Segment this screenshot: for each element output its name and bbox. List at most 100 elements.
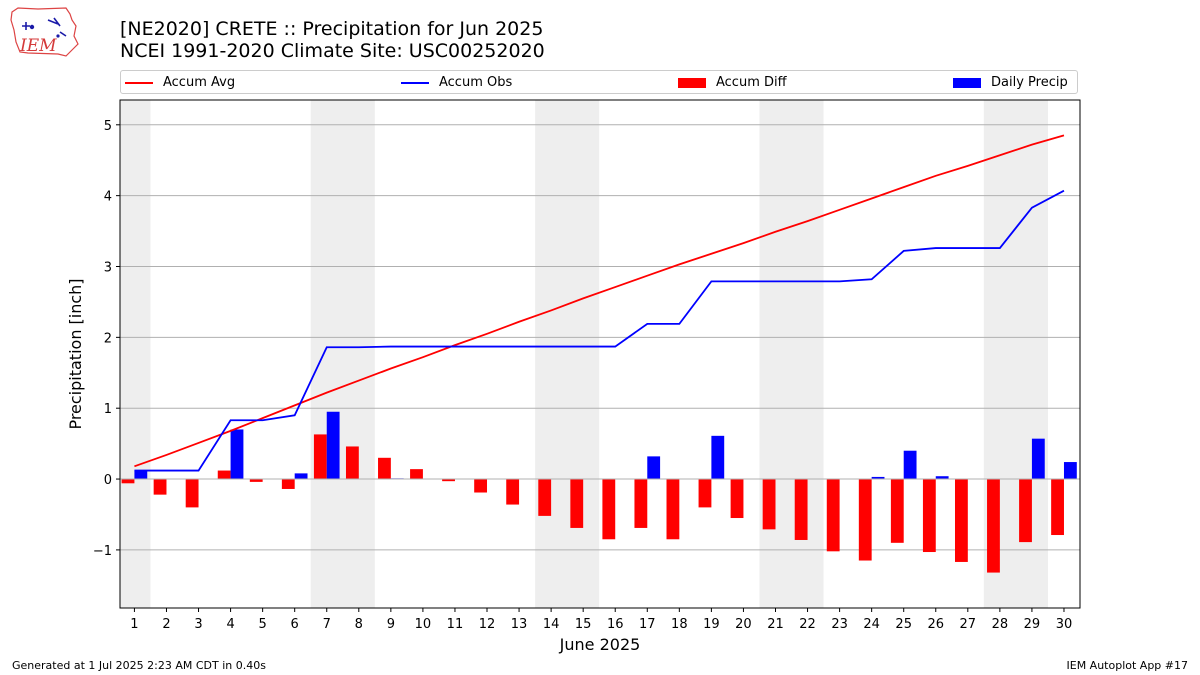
bar-accum-diff bbox=[698, 479, 712, 508]
chart-subtitle: NCEI 1991-2020 Climate Site: USC00252020 bbox=[120, 40, 545, 62]
x-tick-label: 20 bbox=[735, 617, 752, 632]
bar-accum-diff bbox=[954, 479, 968, 562]
x-tick-label: 27 bbox=[960, 617, 977, 632]
legend-swatch-accum-diff bbox=[678, 78, 706, 88]
bar-accum-diff bbox=[121, 479, 135, 484]
bar-accum-diff bbox=[890, 479, 904, 543]
bar-accum-diff bbox=[634, 479, 648, 528]
y-tick-label: 1 bbox=[104, 402, 112, 417]
x-tick-label: 9 bbox=[387, 617, 395, 632]
x-tick-label: 6 bbox=[291, 617, 299, 632]
bar-accum-diff bbox=[474, 479, 488, 493]
bar-accum-diff bbox=[1019, 479, 1032, 543]
x-tick-label: 22 bbox=[799, 617, 816, 632]
x-tick-label: 13 bbox=[511, 617, 528, 632]
legend-label-accum-avg: Accum Avg bbox=[163, 75, 236, 90]
logo-text: IEM bbox=[19, 36, 57, 56]
x-tick-label: 11 bbox=[447, 617, 464, 632]
bar-accum-diff bbox=[987, 479, 1000, 573]
x-tick-label: 2 bbox=[162, 617, 170, 632]
bar-daily-precip bbox=[871, 476, 885, 480]
y-tick-label: 3 bbox=[104, 260, 112, 275]
legend-label-daily-precip: Daily Precip bbox=[991, 75, 1068, 90]
y-tick-label: 4 bbox=[104, 190, 112, 205]
bar-accum-diff bbox=[922, 479, 936, 553]
bar-daily-precip bbox=[1063, 462, 1077, 480]
weekend-band bbox=[120, 100, 151, 608]
bar-daily-precip bbox=[326, 411, 340, 480]
x-tick-label: 26 bbox=[927, 617, 944, 632]
bar-accum-diff bbox=[410, 469, 423, 480]
weekend-band bbox=[535, 100, 600, 608]
y-tick-label: −1 bbox=[93, 544, 112, 559]
bar-accum-diff bbox=[826, 479, 840, 552]
weekend-band bbox=[310, 100, 375, 608]
bar-accum-diff bbox=[217, 470, 231, 480]
x-tick-label: 17 bbox=[639, 617, 656, 632]
x-tick-label: 18 bbox=[671, 617, 688, 632]
x-tick-label: 23 bbox=[831, 617, 848, 632]
x-tick-label: 29 bbox=[1024, 617, 1041, 632]
y-tick-label: 2 bbox=[104, 331, 112, 346]
bar-accum-diff bbox=[1051, 479, 1064, 536]
y-tick-label: 5 bbox=[104, 119, 112, 134]
line-accum-obs bbox=[134, 189, 1065, 472]
x-tick-label: 15 bbox=[575, 617, 592, 632]
bar-accum-diff bbox=[281, 479, 295, 489]
bar-accum-diff bbox=[730, 479, 744, 519]
legend-swatch-daily-precip bbox=[953, 78, 981, 88]
bar-accum-diff bbox=[762, 479, 776, 530]
bar-daily-precip bbox=[711, 435, 725, 480]
footer-app: IEM Autoplot App #17 bbox=[1066, 659, 1189, 672]
x-axis-label: June 2025 bbox=[559, 635, 641, 654]
chart-legend: Accum Avg Accum Obs Accum Diff Daily Pre… bbox=[120, 70, 1078, 94]
x-tick-label: 19 bbox=[703, 617, 720, 632]
bar-daily-precip bbox=[903, 450, 917, 480]
bar-accum-diff bbox=[345, 446, 359, 480]
bar-accum-diff bbox=[506, 479, 520, 505]
bar-daily-precip bbox=[1031, 438, 1045, 480]
bar-daily-precip bbox=[230, 429, 244, 480]
x-tick-label: 14 bbox=[543, 617, 560, 632]
x-tick-label: 10 bbox=[415, 617, 432, 632]
legend-label-accum-diff: Accum Diff bbox=[716, 75, 787, 90]
x-tick-label: 7 bbox=[323, 617, 331, 632]
x-tick-label: 16 bbox=[607, 617, 624, 632]
line-accum-avg bbox=[134, 134, 1065, 468]
x-tick-label: 30 bbox=[1056, 617, 1073, 632]
x-tick-label: 25 bbox=[895, 617, 912, 632]
bar-accum-diff bbox=[794, 479, 808, 540]
x-tick-label: 8 bbox=[355, 617, 363, 632]
x-tick-label: 3 bbox=[194, 617, 202, 632]
y-axis-label: Precipitation [inch] bbox=[66, 278, 85, 429]
x-tick-label: 4 bbox=[226, 617, 234, 632]
iem-logo: IEM bbox=[10, 7, 79, 57]
x-tick-label: 21 bbox=[767, 617, 784, 632]
legend-label-accum-obs: Accum Obs bbox=[439, 75, 513, 90]
bar-accum-diff bbox=[185, 479, 199, 508]
chart-title: [NE2020] CRETE :: Precipitation for Jun … bbox=[120, 18, 544, 40]
footer-generated: Generated at 1 Jul 2025 2:23 AM CDT in 0… bbox=[12, 659, 266, 672]
bar-accum-diff bbox=[858, 479, 872, 561]
bar-accum-diff bbox=[153, 479, 167, 495]
x-tick-label: 5 bbox=[258, 617, 266, 632]
legend-swatch-accum-obs bbox=[401, 82, 429, 84]
x-tick-label: 1 bbox=[130, 617, 138, 632]
y-tick-label: 0 bbox=[104, 473, 112, 488]
bar-accum-diff bbox=[666, 479, 680, 540]
bar-accum-diff bbox=[602, 479, 616, 540]
legend-swatch-accum-avg bbox=[125, 82, 153, 84]
bar-accum-diff bbox=[313, 434, 327, 480]
bar-daily-precip bbox=[134, 470, 148, 480]
bar-accum-diff bbox=[442, 479, 455, 482]
bar-accum-diff bbox=[249, 479, 263, 482]
bar-accum-diff bbox=[378, 457, 391, 480]
bar-accum-diff bbox=[538, 479, 552, 516]
x-tick-label: 24 bbox=[863, 617, 880, 632]
bar-accum-diff bbox=[570, 479, 584, 528]
bar-daily-precip bbox=[935, 476, 949, 480]
x-tick-label: 12 bbox=[479, 617, 496, 632]
plot-frame bbox=[119, 99, 1081, 609]
bar-daily-precip bbox=[647, 456, 661, 480]
